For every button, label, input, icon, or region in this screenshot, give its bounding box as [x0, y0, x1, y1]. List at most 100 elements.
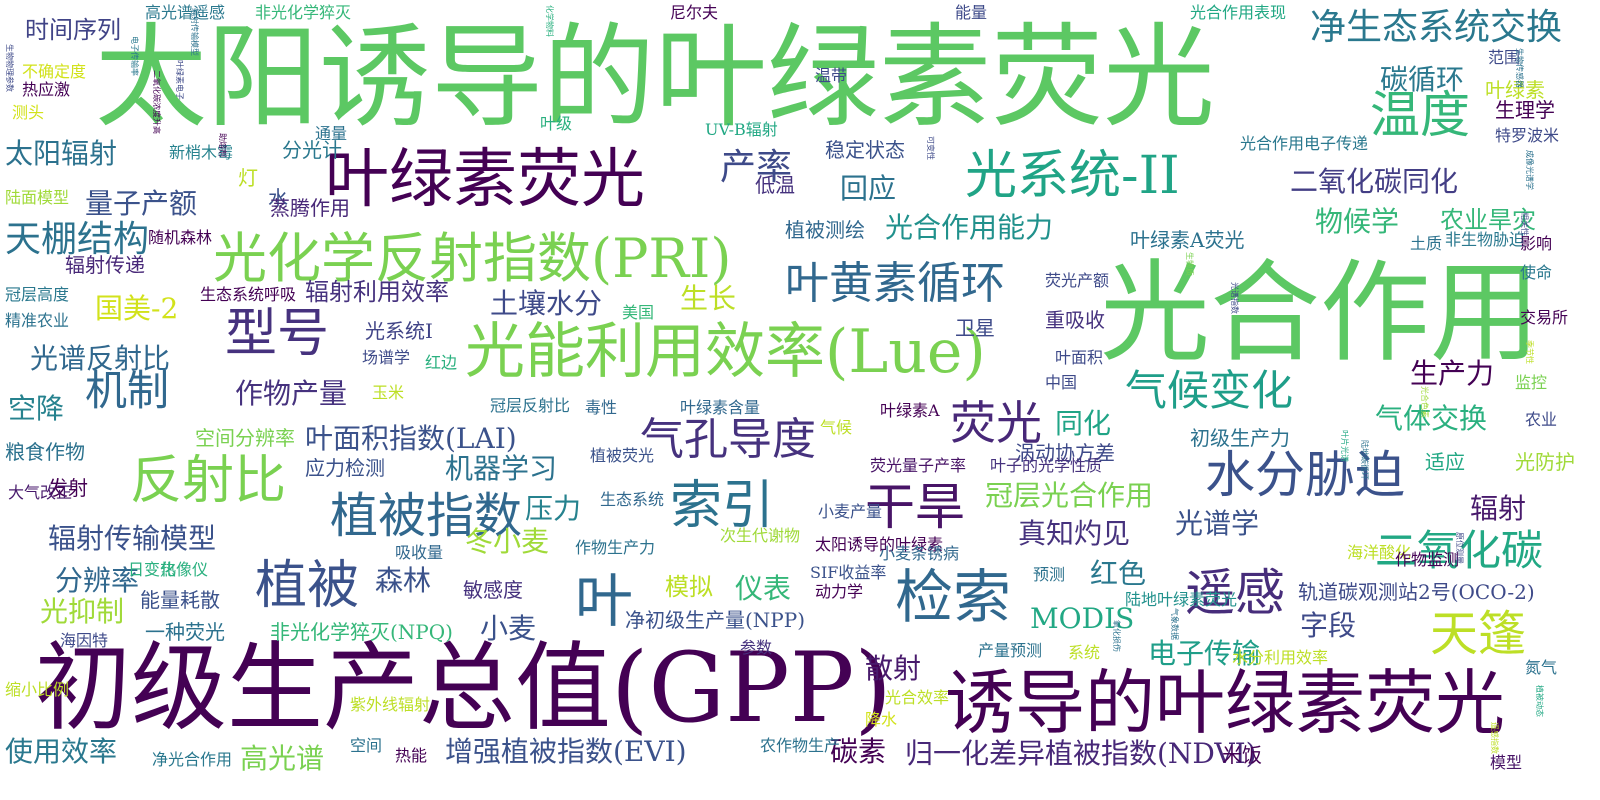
cloud-word: 重吸收 [1045, 308, 1105, 332]
cloud-word: 次生代谢物 [720, 526, 801, 545]
cloud-word: 气象数据 [1170, 608, 1179, 640]
cloud-word: 轨道碳观测站2号(OCO-2) [1298, 580, 1535, 604]
cloud-word: 小麦 [480, 612, 537, 645]
cloud-word: 叶 [575, 567, 634, 635]
cloud-word: 叶绿素含量 [680, 398, 761, 417]
cloud-word: 植被荧光 [590, 446, 655, 465]
cloud-word: 回应 [840, 172, 897, 205]
cloud-word: 荧光量子产率 [870, 456, 967, 475]
cloud-word: 光防护 [1515, 450, 1575, 474]
cloud-word: 字段 [1300, 609, 1357, 642]
cloud-word: 稳定状态 [825, 138, 905, 162]
cloud-word: 非光化学猝灭 [255, 3, 352, 22]
cloud-word: 气候变化 [1125, 366, 1294, 415]
cloud-word: 光谱反射比 [30, 342, 171, 375]
cloud-word: 温带 [815, 66, 848, 85]
cloud-word: 通量 [315, 124, 348, 143]
cloud-word: 太阳辐射 [5, 137, 118, 170]
cloud-word: 使用效率 [5, 735, 118, 768]
cloud-word: 二氧化碳 [1375, 526, 1544, 575]
cloud-word: 生长 [680, 282, 737, 315]
cloud-word: 净光合作用 [152, 750, 233, 769]
cloud-word: 增强植被指数(EVI) [445, 735, 687, 768]
cloud-word: 成像光谱学 [1525, 150, 1534, 190]
cloud-word: 高光谱 [240, 742, 325, 775]
cloud-word: 温度 [1370, 86, 1470, 144]
cloud-word: 热能 [395, 746, 428, 765]
cloud-word: 荧光产额 [1045, 271, 1110, 290]
cloud-word: 作物生产力 [575, 538, 656, 557]
cloud-word: 空间分辨率 [195, 426, 295, 450]
cloud-word: 辐射传输模型 [190, 8, 199, 56]
cloud-word: 模型 [1490, 753, 1523, 772]
cloud-word: 能量 [955, 3, 988, 22]
cloud-word: 应力检测 [305, 456, 385, 480]
cloud-word: 叶绿素A荧光 [1130, 228, 1245, 252]
cloud-word: 荧光 [950, 396, 1042, 450]
cloud-word: 一种荧光 [145, 620, 225, 644]
cloud-word: 真知灼见 [1018, 517, 1131, 550]
cloud-word: 二氧化碳浓度升高 [152, 70, 161, 134]
cloud-word: 新梢木霉 [169, 143, 234, 162]
cloud-word: 时间序列 [25, 16, 121, 44]
cloud-word: 叶片光谱 [1340, 430, 1349, 462]
cloud-word: 辐射 [1470, 492, 1527, 525]
cloud-word: 原位测量 [1455, 532, 1464, 564]
cloud-word: 使命 [1520, 263, 1553, 282]
cloud-word: 敏感度 [463, 578, 523, 602]
cloud-word: UV-B辐射 [705, 120, 778, 139]
cloud-word: 灯 [238, 166, 258, 190]
cloud-word: 适应 [1425, 450, 1465, 474]
cloud-word: 土质 [1410, 234, 1443, 253]
cloud-word: 光合作用表现 [1190, 3, 1287, 22]
cloud-word: 光化学反射指数(PRI) [213, 227, 732, 290]
cloud-word: SIF收益率 [810, 563, 887, 582]
cloud-word: 净生态系统交换 [1310, 7, 1563, 48]
cloud-word: 归一化差异植被指数(NDVI) [905, 737, 1257, 770]
cloud-word: 叶子的光学性质 [990, 456, 1103, 475]
cloud-word: 美国 [622, 303, 655, 322]
cloud-word: 分光计 [282, 138, 342, 162]
cloud-word: 水分胁迫 [1205, 446, 1405, 504]
cloud-word: 二氧化碳同化 [1290, 165, 1459, 198]
cloud-word: 毒性 [585, 398, 618, 417]
cloud-word: 预测 [1033, 565, 1066, 584]
cloud-word: 高光谱遥感 [145, 3, 226, 22]
cloud-word: 光合色素 [1420, 386, 1429, 418]
cloud-word: 国美-2 [95, 292, 179, 325]
cloud-word: 紫外线辐射 [350, 695, 431, 714]
cloud-word: 辐射传输模型 [48, 522, 217, 555]
cloud-word: 水分利用效率 [1232, 648, 1329, 667]
cloud-word: 生态系统呼吸 [200, 285, 297, 304]
cloud-word: 季节性 [1525, 340, 1534, 364]
cloud-word: 光合作用电子传递 [1240, 134, 1369, 153]
cloud-word: 陆地叶绿素荧光 [1125, 590, 1238, 609]
cloud-word: 产量预测 [978, 641, 1043, 660]
cloud-word: 缩小比例 [5, 680, 70, 699]
cloud-word: 中国 [1045, 373, 1078, 392]
cloud-word: 植被测绘 [785, 218, 865, 242]
cloud-word: 植被动态 [1535, 685, 1544, 717]
cloud-word: 水 [268, 186, 288, 210]
cloud-word: 机器学习 [445, 452, 558, 485]
cloud-word: 天棚结构 [5, 219, 150, 260]
cloud-word: 相关性 [1520, 212, 1529, 236]
cloud-word: 范围 [1488, 48, 1521, 67]
cloud-word: 场谱学 [362, 348, 411, 367]
cloud-word: 可变性 [926, 136, 935, 160]
cloud-word: 冠层高度 [5, 285, 70, 304]
cloud-word: 化学物料 [545, 5, 554, 37]
cloud-word: 非光化学猝灭(NPQ) [270, 620, 453, 644]
cloud-word: 米饭 [1222, 743, 1262, 767]
cloud-word: 生产力 [1410, 357, 1495, 390]
cloud-word: 检索 [895, 563, 1012, 631]
cloud-word: 动力学 [815, 582, 864, 601]
cloud-word: 遥感 [1185, 564, 1285, 622]
cloud-word: 陆面模型 [5, 188, 70, 207]
cloud-word: 遥感指数 [1490, 722, 1499, 754]
cloud-word: 初级生产力 [1190, 426, 1290, 450]
cloud-word: 光合作用能力 [885, 211, 1054, 244]
cloud-word: 吸收量 [395, 543, 444, 562]
cloud-word: 尼尔夫 [670, 3, 719, 22]
